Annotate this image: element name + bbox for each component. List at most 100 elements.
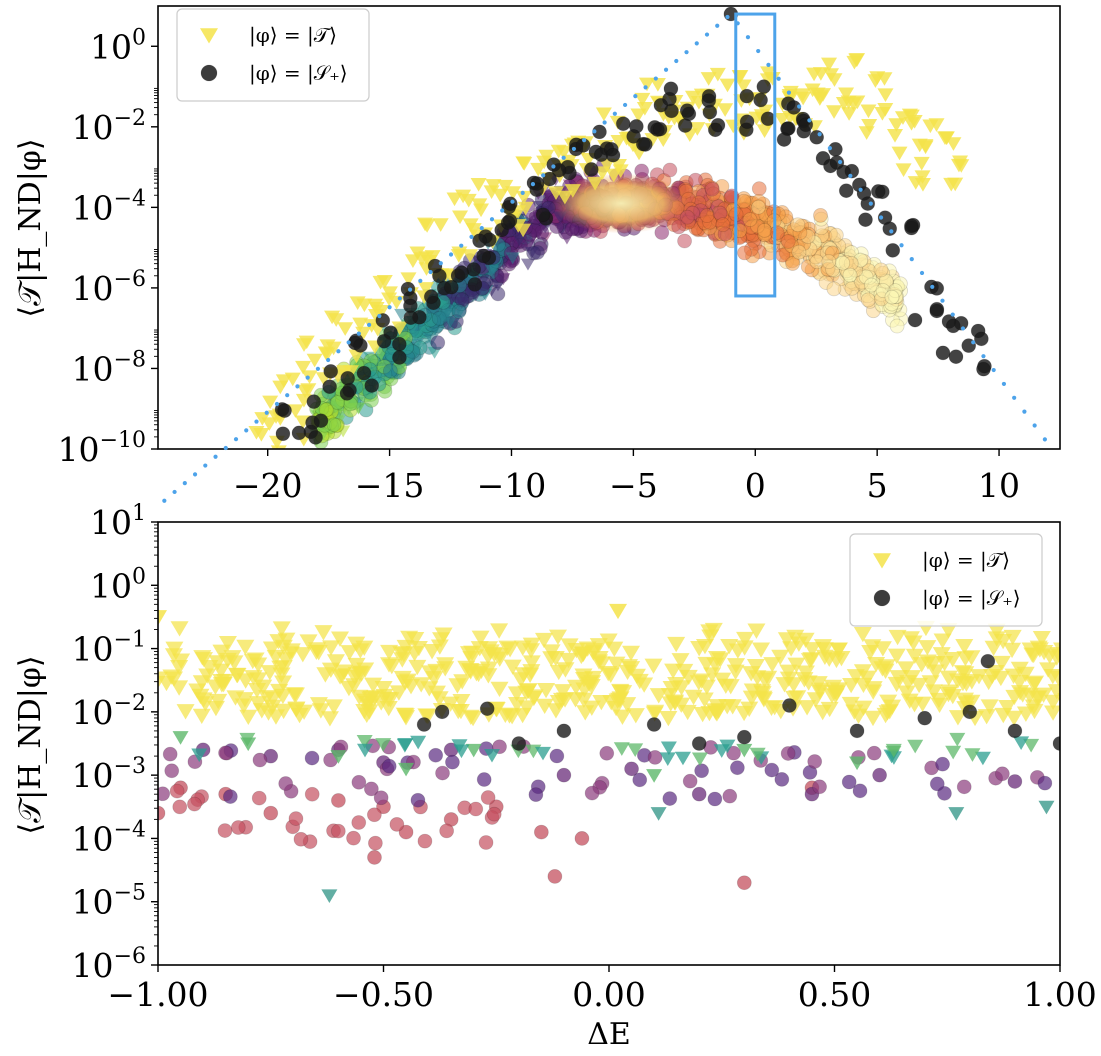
bottom-triplet-marker	[854, 700, 873, 716]
top-singlet-marker	[870, 184, 886, 199]
bot-y-tick-label: 10−5	[72, 881, 146, 922]
envelope-dotted-curve	[162, 14, 1047, 503]
top-triplet-marker	[587, 176, 604, 191]
bottom-purple-circle	[435, 765, 450, 781]
bottom-triplet-marker	[626, 708, 645, 724]
bottom-triplet-marker	[575, 682, 594, 698]
bottom-triplet-marker	[897, 661, 916, 677]
top-legend-marker-singlet	[200, 64, 218, 82]
bot-y-tick-label: 100	[90, 564, 146, 605]
bottom-triplet-marker	[901, 631, 920, 647]
bottom-triplet-marker	[519, 683, 538, 699]
bottom-triplet-marker	[921, 675, 940, 691]
envelope-dot	[838, 159, 843, 165]
bottom-purple-circle	[428, 747, 444, 763]
bottom-triplet-marker	[274, 703, 293, 720]
top-singlet-marker	[776, 132, 792, 147]
top-other-state-circle	[835, 255, 851, 271]
bottom-green-triangle	[451, 739, 468, 753]
top-triplet-marker	[914, 177, 931, 192]
top-triplet-marker	[515, 190, 532, 205]
top-triplet-marker	[794, 88, 811, 102]
top-triplet-marker	[492, 188, 509, 203]
envelope-dot	[377, 313, 382, 319]
envelope-dot	[889, 229, 894, 234]
bottom-triplet-marker	[609, 603, 628, 620]
top-other-state-circle	[737, 245, 752, 261]
top-triplet-marker	[913, 156, 930, 171]
bottom-triplet-marker	[926, 664, 945, 680]
bottom-triplet-marker	[1053, 642, 1060, 655]
bottom-triplet-marker	[664, 663, 683, 679]
top-triplet-marker	[894, 111, 911, 125]
top-singlet-marker	[275, 426, 291, 442]
top-triplet-marker	[295, 360, 312, 375]
envelope-dot	[592, 129, 597, 134]
top-triplet-marker	[764, 72, 781, 86]
bottom-purple-circle	[632, 772, 648, 788]
bottom-triplet-marker	[209, 693, 228, 710]
bottom-triplet-marker	[1005, 710, 1024, 727]
top-triplet-marker	[888, 118, 905, 132]
bottom-green-triangle	[948, 807, 965, 821]
top-other-state-circle	[757, 222, 772, 238]
envelope-dot	[756, 48, 761, 54]
bottom-triplet-marker	[380, 644, 399, 661]
bottom-green-triangle	[534, 746, 551, 761]
top-singlet-marker	[443, 279, 459, 295]
top-triplet-marker	[352, 317, 369, 332]
envelope-dot	[971, 340, 976, 345]
top-other-state-circle	[751, 199, 766, 215]
top-other-state-circle	[677, 233, 692, 249]
bottom-triplet-marker	[236, 639, 255, 656]
top-triplet-marker	[381, 286, 398, 300]
bottom-triplet-marker	[1044, 694, 1060, 711]
envelope-dot	[674, 58, 679, 64]
bottom-triplet-marker	[1003, 642, 1022, 659]
bottom-triplet-marker	[406, 631, 425, 648]
bottom-triplet-marker	[1034, 687, 1053, 703]
bottom-purple-circle	[164, 763, 180, 779]
top-triplet-marker	[895, 163, 912, 177]
bottom-purple-circle	[222, 789, 238, 804]
bottom-triplet-marker	[374, 680, 393, 697]
bottom-triplet-marker	[326, 654, 345, 670]
bottom-triplet-marker	[992, 655, 1011, 672]
envelope-dot	[899, 243, 904, 248]
top-singlet-marker	[945, 318, 961, 334]
bottom-triplet-marker	[861, 645, 880, 661]
bottom-triplet-marker	[394, 647, 413, 663]
bottom-purple-circle	[694, 763, 710, 779]
bot-legend-marker-singlet	[873, 589, 891, 607]
bottom-triplet-marker	[170, 621, 189, 637]
bottom-triplet-marker	[957, 696, 976, 712]
envelope-dot	[807, 118, 812, 123]
envelope-dot	[612, 111, 617, 116]
bottom-triplet-marker	[880, 704, 899, 720]
bottom-triplet-marker	[490, 681, 509, 698]
top-legend-label: |φ⟩ = |𝒯⟩	[249, 23, 337, 48]
bottom-triplet-marker	[316, 667, 335, 683]
bottom-purple-circle	[599, 745, 615, 761]
bottom-triplet-marker	[1024, 647, 1043, 664]
bottom-triplet-marker	[815, 642, 834, 658]
bottom-green-triangle	[646, 769, 663, 783]
bottom-triplet-marker	[192, 708, 211, 724]
top-y-axis-label: ⟨𝒯|H_ND|φ⟩	[13, 138, 48, 317]
bottom-triplet-marker	[340, 645, 359, 661]
top-triplet-marker	[877, 103, 894, 117]
top-singlet-marker	[739, 88, 755, 104]
bottom-green-triangle	[375, 738, 392, 752]
bottom-purple-circle	[682, 773, 698, 789]
bottom-triplet-marker	[164, 671, 183, 687]
bottom-triplet-marker	[553, 684, 572, 700]
top-triplet-marker	[821, 57, 838, 72]
envelope-dot	[868, 201, 873, 206]
bottom-green-triangle	[398, 762, 415, 777]
top-triplet-marker	[270, 445, 287, 449]
top-triplet-marker	[295, 393, 312, 408]
top-singlet-marker	[756, 79, 772, 95]
top-other-state-triangle	[444, 292, 459, 305]
bottom-triplet-marker	[695, 692, 714, 708]
bottom-triplet-marker	[453, 674, 472, 690]
